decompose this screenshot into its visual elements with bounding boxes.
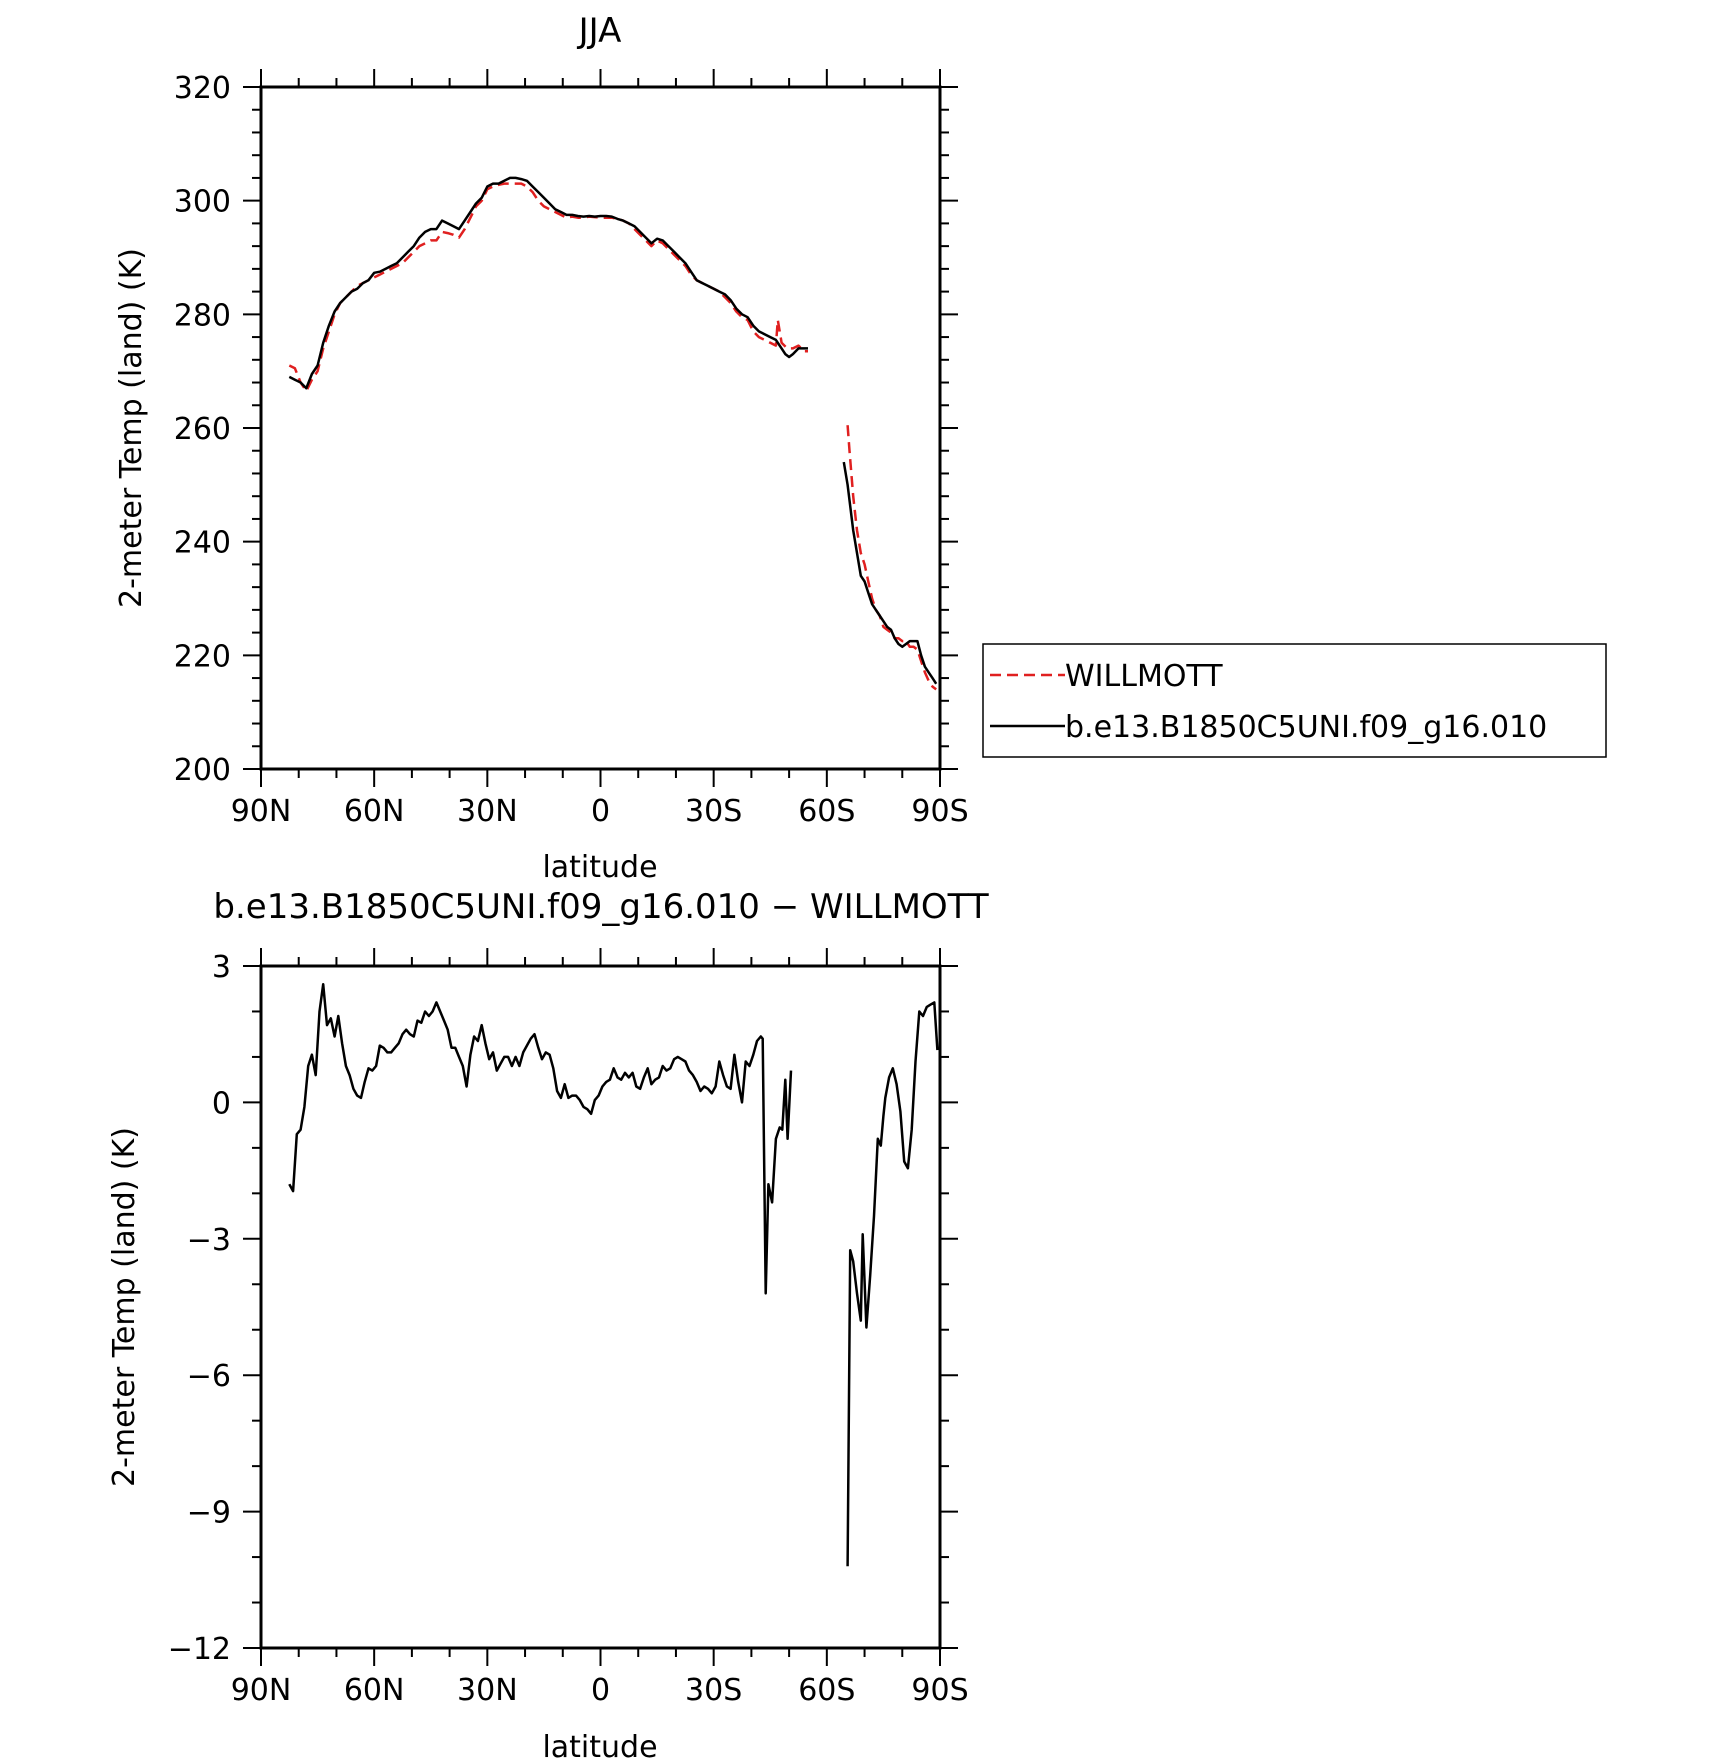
top-ytick-label: 280 xyxy=(174,298,231,333)
bottom-xtick-label: 30S xyxy=(685,1673,742,1708)
top-panel-temperature: JJA 90N 60N 30N 0 30S 60S 90S 200 220 240 260 280 30… xyxy=(114,11,1607,885)
bottom-ytick-label: −9 xyxy=(187,1496,231,1531)
top-series-line-0 xyxy=(846,425,937,691)
top-ytick-label: 260 xyxy=(174,412,231,447)
bottom-ytick-label: −3 xyxy=(187,1223,231,1258)
top-ytick-label: 220 xyxy=(174,639,231,674)
top-panel-tick-labels: 90N 60N 30N 0 30S 60S 90S 200 220 240 260 280 300 320 xyxy=(174,71,969,829)
bottom-xtick-label: 90S xyxy=(911,1673,968,1708)
bottom-xtick-label: 60N xyxy=(344,1673,405,1708)
top-panel-series xyxy=(288,176,938,691)
top-xtick-label: 90S xyxy=(911,794,968,829)
top-xtick-label: 30S xyxy=(685,794,742,829)
bottom-series-line-0 xyxy=(846,1001,939,1567)
bottom-panel-frame xyxy=(259,964,942,1650)
bottom-xtick-label: 60S xyxy=(798,1673,855,1708)
bottom-ytick-label: 3 xyxy=(212,950,231,985)
top-ytick-label: 240 xyxy=(174,526,231,561)
bottom-xtick-label: 30N xyxy=(457,1673,518,1708)
top-xtick-label: 0 xyxy=(591,794,610,829)
bottom-panel-xlabel: latitude xyxy=(542,1730,657,1762)
top-xtick-label: 30N xyxy=(457,794,518,829)
bottom-panel-ylabel: 2-meter Temp (land) (K) xyxy=(107,1127,142,1487)
legend-label-willmott: WILLMOTT xyxy=(1065,659,1223,694)
bottom-xtick-label: 90N xyxy=(231,1673,292,1708)
bottom-panel-tick-labels: 90N 60N 30N 0 30S 60S 90S −12 −9 −6 −3 0 3 xyxy=(168,950,969,1708)
legend-label-model: b.e13.B1850C5UNI.f09_g16.010 xyxy=(1065,710,1547,745)
bottom-ytick-label: −6 xyxy=(187,1359,231,1394)
top-ytick-label: 320 xyxy=(174,71,231,106)
legend: WILLMOTT b.e13.B1850C5UNI.f09_g16.010 xyxy=(982,643,1607,758)
top-panel-title: JJA xyxy=(577,11,622,51)
top-xtick-label: 60N xyxy=(344,794,405,829)
top-panel-xlabel: latitude xyxy=(542,850,657,885)
top-series-line-0 xyxy=(288,182,808,393)
bottom-panel-difference: b.e13.B1850C5UNI.f09_g16.010 − WILLMOTT … xyxy=(107,887,989,1762)
bottom-series-line-0 xyxy=(288,982,793,1295)
top-series-line-1 xyxy=(842,461,938,685)
bottom-ytick-label: −12 xyxy=(168,1632,231,1667)
top-ytick-label: 200 xyxy=(174,753,231,788)
bottom-panel-title: b.e13.B1850C5UNI.f09_g16.010 − WILLMOTT xyxy=(213,887,988,927)
top-series-line-1 xyxy=(288,176,808,390)
top-panel-ylabel: 2-meter Temp (land) (K) xyxy=(114,248,149,608)
legend-box xyxy=(982,643,1607,758)
top-xtick-label: 60S xyxy=(798,794,855,829)
bottom-ytick-label: 0 xyxy=(212,1086,231,1121)
top-xtick-label: 90N xyxy=(231,794,292,829)
bottom-panel-series xyxy=(288,982,939,1567)
top-panel-frame xyxy=(259,85,942,771)
bottom-xtick-label: 0 xyxy=(591,1673,610,1708)
top-panel-ticks xyxy=(243,69,958,787)
top-ytick-label: 300 xyxy=(174,185,231,220)
